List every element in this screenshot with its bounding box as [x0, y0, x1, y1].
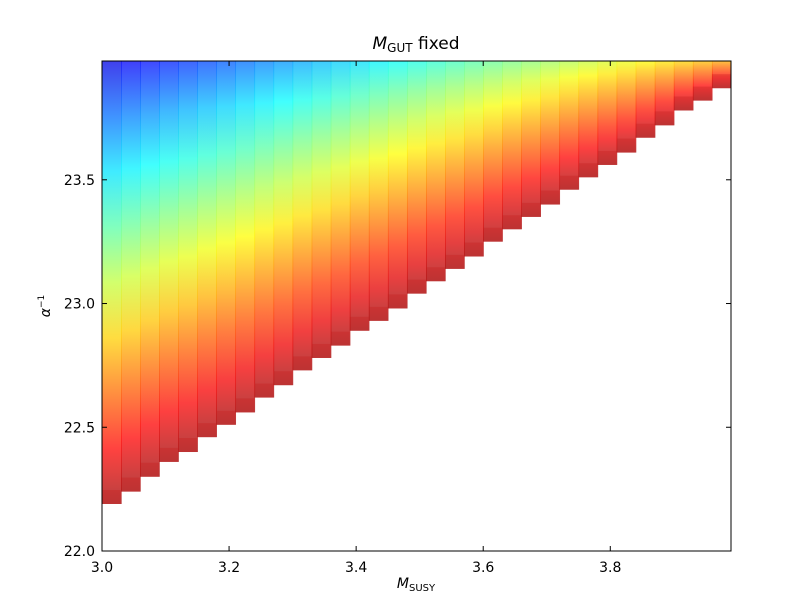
heatmap-column: [597, 61, 618, 165]
heatmap-column: [559, 61, 580, 190]
heatmap-column-edge: [140, 462, 160, 477]
heatmap-column: [330, 61, 351, 346]
chart-title-suffix: fixed: [413, 34, 460, 54]
heatmap-column-edge: [521, 202, 541, 217]
heatmap-column-edge: [273, 371, 293, 386]
heatmap-column-edge: [121, 477, 141, 492]
y-axis-label-sup: −1: [37, 295, 47, 308]
heatmap-column-edge: [445, 254, 465, 269]
heatmap-column-edge: [387, 294, 407, 309]
heatmap-column: [406, 61, 427, 294]
heatmap-column: [578, 61, 599, 178]
heatmap-column-edge: [578, 163, 598, 178]
heatmap-column-edge: [406, 279, 427, 294]
heatmap-column: [445, 61, 465, 269]
y-tick-label: 23.0: [64, 297, 95, 313]
chart-title-sub: GUT: [387, 41, 413, 55]
heatmap-column: [102, 61, 122, 504]
heatmap-column: [159, 61, 179, 462]
heatmap-column: [483, 61, 503, 242]
svg-text:MSUSY: MSUSY: [397, 576, 436, 594]
x-axis-label: MSUSY: [397, 576, 436, 594]
x-axis-label-main: M: [397, 576, 409, 592]
heatmap-column-edge: [330, 331, 350, 346]
heatmap-column: [140, 61, 160, 477]
x-tick-label: 3.8: [599, 560, 621, 576]
heatmap-column: [349, 61, 370, 331]
heatmap-column-edge: [102, 489, 122, 504]
heatmap-column: [311, 61, 332, 358]
heatmap-column-edge: [711, 74, 731, 89]
heatmap-column: [616, 61, 637, 153]
heatmap-column: [216, 61, 237, 425]
heatmap-column-edge: [254, 383, 274, 398]
y-tick-label: 22.0: [64, 544, 95, 560]
heatmap-column-edge: [349, 316, 369, 331]
x-axis-ticks: 3.0 3.2 3.4 3.6 3.8: [91, 61, 621, 576]
heatmap-column-edge: [635, 123, 655, 138]
heatmap-column-edge: [673, 96, 693, 111]
heatmap-column: [368, 61, 389, 321]
heatmap-column-edge: [216, 410, 236, 425]
x-tick-label: 3.0: [91, 560, 113, 576]
heatmap-column: [654, 61, 675, 126]
heatmap-column: [635, 61, 656, 138]
heatmap-column-edge: [292, 356, 312, 371]
heatmap-column: [502, 61, 522, 230]
heatmap-column: [426, 61, 446, 282]
svg-text:α−1: α−1: [37, 295, 54, 318]
heatmap-column-edge: [426, 267, 446, 282]
y-axis-ticks: 22.0 22.5 23.0 23.5: [64, 173, 731, 560]
x-tick-label: 3.4: [345, 560, 367, 576]
heatmap-column-edge: [692, 86, 712, 101]
x-axis-label-sub: SUSY: [409, 583, 436, 594]
heatmap-column-edge: [464, 242, 484, 257]
heatmap-column: [464, 61, 484, 257]
heatmap-column: [387, 61, 408, 309]
heatmap-column: [178, 61, 198, 453]
heatmap-column: [254, 61, 275, 398]
heatmap-column-edge: [235, 398, 255, 413]
svg-text:MGUT fixed: MGUT fixed: [373, 34, 460, 55]
y-axis-label-main: α: [38, 307, 54, 317]
heatmap-column-edge: [483, 227, 503, 242]
chart-title-main: M: [373, 34, 388, 54]
y-axis-label: α−1: [37, 295, 54, 318]
y-tick-label: 23.5: [64, 173, 95, 189]
x-tick-label: 3.2: [218, 560, 240, 576]
heatmap-column-edge: [540, 190, 560, 205]
heatmap-column-edge: [368, 306, 388, 321]
heatmap-column: [711, 61, 731, 89]
plot-frame: [101, 60, 732, 552]
heatmap-column: [673, 61, 694, 111]
heatmap-column-edge: [197, 423, 217, 438]
heatmap-column: [521, 61, 541, 217]
heatmap-column: [540, 61, 561, 205]
heatmap-column-edge: [597, 150, 617, 165]
heatmap-column-edge: [178, 438, 198, 453]
heatmap-column-edge: [502, 215, 522, 230]
heatmap-column: [197, 61, 217, 438]
heatmap-column-edge: [311, 343, 331, 358]
heatmap-column-edge: [616, 138, 636, 153]
x-tick-label: 3.6: [472, 560, 494, 576]
heatmap-column: [121, 61, 141, 492]
heatmap-column-edge: [159, 447, 179, 462]
chart-title: MGUT fixed: [373, 34, 460, 55]
heatmap-column-edge: [559, 175, 579, 190]
heatmap-column: [273, 61, 294, 386]
heatmap-column: [292, 61, 313, 371]
y-tick-label: 22.5: [64, 420, 95, 436]
heatmap-columns: [102, 61, 731, 504]
heatmap-column-edge: [654, 111, 674, 126]
heatmap-column: [692, 61, 713, 101]
heatmap-column: [235, 61, 256, 413]
